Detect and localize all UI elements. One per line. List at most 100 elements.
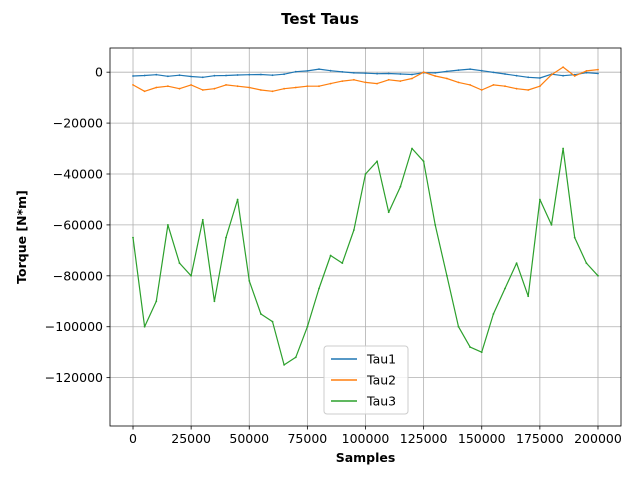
data-point-tau2	[143, 90, 146, 93]
data-point-tau3	[411, 147, 413, 150]
data-point-tau1	[306, 70, 309, 72]
data-point-tau1	[260, 73, 262, 76]
data-point-tau3	[457, 325, 460, 328]
data-point-tau1	[213, 74, 216, 77]
data-point-tau2	[353, 78, 355, 81]
data-point-tau3	[492, 313, 495, 315]
data-point-tau3	[260, 313, 262, 315]
data-point-tau1	[597, 72, 599, 75]
data-point-tau1	[539, 77, 541, 79]
x-tick-label: 175000	[516, 431, 564, 446]
legend: Tau1 Tau2 Tau3	[323, 345, 409, 415]
data-point-tau2	[573, 75, 576, 77]
data-point-tau2	[446, 77, 448, 80]
data-point-tau2	[132, 84, 134, 86]
legend-label-tau2: Tau2	[366, 373, 396, 388]
data-point-tau1	[399, 73, 402, 75]
data-point-tau2	[399, 80, 402, 82]
legend-label-tau3: Tau3	[366, 394, 396, 409]
data-point-tau1	[225, 74, 227, 77]
data-point-tau3	[446, 274, 448, 277]
data-point-tau3	[236, 198, 239, 201]
data-point-tau3	[294, 356, 297, 359]
data-point-tau3	[480, 351, 483, 354]
y-tick-label: −60000	[53, 217, 103, 232]
y-tick-label: −40000	[53, 167, 103, 182]
data-point-tau2	[387, 78, 390, 81]
x-tick-label: 100000	[342, 431, 390, 446]
data-point-tau3	[539, 198, 541, 201]
data-point-tau3	[225, 236, 227, 239]
x-axis: 0 25000 50000 75000 100000 125000 150000 175000…	[129, 426, 622, 446]
data-point-tau1	[411, 73, 413, 76]
data-point-tau2	[492, 84, 495, 86]
data-point-tau1	[562, 74, 564, 77]
data-point-tau3	[167, 224, 169, 226]
data-point-tau3	[376, 160, 378, 163]
data-point-tau3	[399, 185, 402, 188]
data-point-tau3	[201, 218, 204, 221]
data-point-tau2	[527, 89, 530, 91]
data-point-tau1	[353, 72, 355, 74]
data-point-tau2	[271, 90, 274, 93]
data-point-tau3	[329, 254, 332, 257]
data-point-tau3	[550, 224, 553, 226]
data-point-tau1	[341, 71, 344, 73]
data-point-tau1	[480, 69, 483, 72]
data-point-tau1	[132, 75, 134, 77]
data-point-tau1	[364, 72, 367, 75]
data-point-tau2	[411, 77, 413, 80]
data-point-tau2	[480, 89, 483, 91]
data-point-tau3	[585, 262, 588, 264]
data-point-tau1	[201, 76, 204, 79]
y-tick-label: −120000	[45, 370, 103, 385]
y-tick-label: −20000	[53, 116, 103, 131]
data-point-tau2	[376, 82, 378, 85]
data-point-tau1	[446, 70, 448, 73]
data-point-tau1	[504, 73, 506, 75]
data-point-tau2	[260, 89, 262, 91]
data-point-tau3	[597, 274, 599, 277]
x-tick-label: 50000	[229, 431, 269, 446]
data-point-tau2	[364, 81, 367, 84]
data-point-tau3	[271, 320, 274, 323]
data-point-tau2	[434, 75, 437, 77]
data-point-tau3	[155, 300, 158, 303]
grid	[110, 48, 621, 426]
y-axis: 0 −20000 −40000 −60000 −80000 −100000 −120000	[45, 65, 110, 385]
data-point-tau3	[318, 287, 320, 290]
data-point-tau1	[469, 68, 471, 70]
x-tick-label: 150000	[458, 431, 506, 446]
data-point-tau1	[155, 73, 158, 76]
data-point-tau1	[248, 73, 251, 76]
x-tick-label: 75000	[287, 431, 327, 446]
y-axis-title: Torque [N*m]	[14, 190, 29, 284]
data-point-tau3	[562, 147, 564, 150]
data-point-tau2	[236, 85, 239, 88]
data-point-tau3	[527, 295, 530, 298]
data-point-tau2	[283, 87, 285, 90]
series-group	[132, 66, 599, 366]
data-point-tau1	[492, 71, 495, 74]
data-point-tau1	[167, 75, 169, 78]
data-point-tau1	[515, 74, 518, 77]
data-point-tau3	[143, 325, 146, 328]
data-point-tau2	[422, 71, 425, 74]
data-point-tau2	[597, 68, 599, 71]
data-point-tau1	[143, 74, 146, 77]
data-point-tau2	[469, 84, 471, 86]
data-point-tau3	[515, 262, 518, 264]
data-point-tau1	[434, 72, 437, 74]
data-point-tau3	[341, 262, 344, 264]
y-tick-label: 0	[95, 65, 103, 80]
x-tick-label: 200000	[574, 431, 622, 446]
data-point-tau3	[387, 211, 390, 214]
data-point-tau2	[294, 86, 297, 89]
data-point-tau1	[236, 74, 239, 76]
data-point-tau2	[178, 87, 181, 90]
y-tick-label: −100000	[45, 319, 103, 334]
data-point-tau2	[550, 73, 553, 76]
data-point-tau2	[341, 80, 344, 82]
data-point-tau2	[190, 84, 193, 86]
